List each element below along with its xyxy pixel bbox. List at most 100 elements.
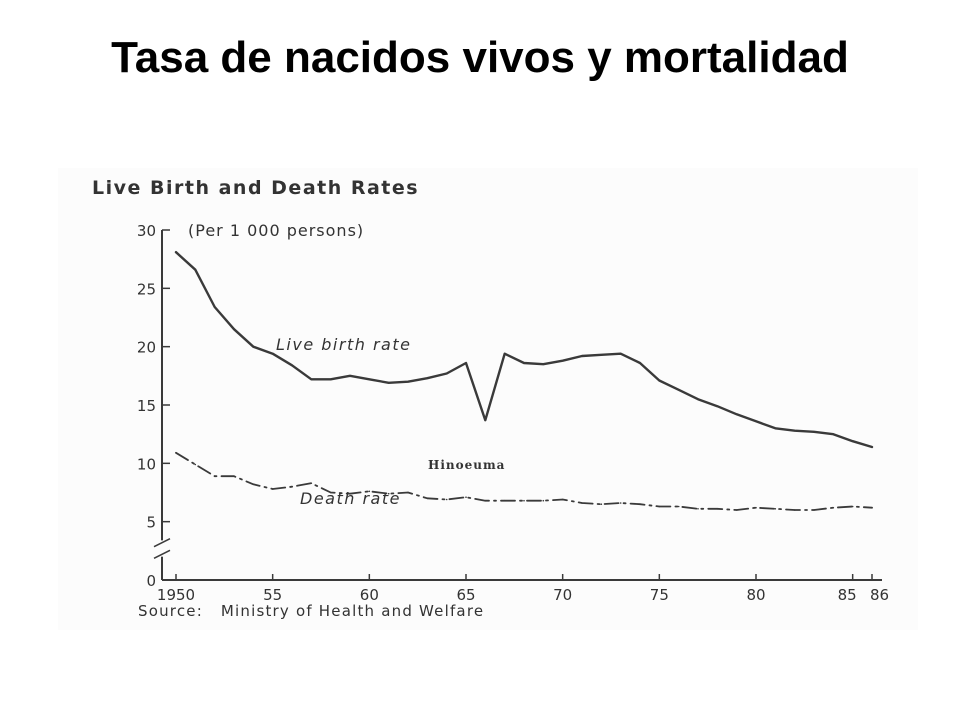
birth-rate-point: [871, 446, 873, 448]
x-tick-label: 65: [456, 586, 475, 604]
birth-rate-point: [716, 405, 719, 407]
x-tick-label: 80: [746, 586, 765, 604]
chart-source: Source: Ministry of Health and Welfare: [138, 602, 484, 620]
y-tick-label: 30: [137, 222, 156, 240]
chart-axes: [153, 230, 882, 581]
death-rate-point: [755, 506, 757, 509]
birth-rate-point: [581, 355, 583, 357]
slide-title: Tasa de nacidos vivos y mortalidad: [111, 33, 849, 82]
birth-rate-point: [735, 413, 738, 416]
birth-rate-point: [291, 364, 293, 367]
birth-rate-point: [310, 378, 313, 381]
line-chart: Live Birth and Death Rates (Per 1 000 pe…: [92, 177, 889, 620]
death-rate-point: [310, 482, 313, 485]
y-tick-label: 25: [137, 280, 156, 298]
x-tick-label: 60: [360, 586, 379, 604]
birth-rate-point: [387, 382, 390, 384]
birth-rate-point: [465, 362, 467, 364]
birth-rate-point: [503, 352, 506, 355]
death-rate-point: [194, 463, 197, 466]
death-rate-point: [774, 508, 777, 510]
birth-rate-point: [561, 359, 564, 362]
x-tick-label: 85: [838, 586, 857, 604]
death-rate-point: [407, 491, 409, 494]
death-rate-point: [697, 508, 699, 510]
death-rate-point: [581, 502, 583, 504]
birth-rate-point: [194, 268, 197, 271]
death-rate-point: [716, 508, 719, 510]
hinoeuma-annotation: Hinoeuma: [428, 458, 505, 472]
y-tick-label: 15: [137, 397, 156, 415]
death-rate-point: [465, 496, 467, 499]
birth-rate-point: [793, 429, 796, 432]
birth-rate-point: [329, 378, 332, 381]
death-rate-point: [445, 498, 448, 501]
death-rate-point: [619, 502, 622, 504]
birth-rate-point: [213, 306, 216, 308]
birth-rate-point: [697, 398, 699, 400]
death-rate-point: [793, 509, 796, 511]
death-rate-label: Death rate: [300, 489, 401, 508]
axis-break-mark: [153, 549, 171, 560]
death-rate-point: [271, 488, 274, 490]
birth-rate-point: [600, 354, 603, 356]
axis-break-mark: [153, 537, 171, 548]
birth-rate-point: [658, 379, 661, 382]
chart-subtitle: (Per 1 000 persons): [188, 221, 364, 240]
death-rate-point: [832, 506, 835, 509]
death-rate-point: [233, 475, 235, 478]
death-rate-point: [387, 492, 390, 495]
birth-rate-point: [426, 377, 429, 379]
birth-rate-point: [619, 352, 622, 355]
birth-rate-point: [445, 372, 448, 375]
birth-rate-point: [484, 419, 487, 421]
chart-image: Live Birth and Death Rates (Per 1 000 pe…: [58, 168, 918, 630]
birth-rate-point: [175, 251, 177, 253]
death-rate-point: [368, 490, 371, 493]
birth-rate-point: [271, 352, 274, 355]
death-rate-point: [484, 499, 487, 502]
birth-rate-point: [755, 420, 757, 423]
birth-rate-point: [523, 362, 525, 364]
birth-rate-point: [832, 433, 835, 436]
x-tick-label: 55: [263, 586, 282, 604]
birth-rate-point: [851, 440, 854, 443]
y-tick-label: 0: [146, 572, 156, 590]
death-rate-point: [523, 499, 525, 502]
death-rate-point: [813, 509, 815, 511]
x-tick-label: 1950: [157, 586, 195, 604]
death-rate-point: [252, 483, 255, 486]
chart-title: Live Birth and Death Rates: [92, 177, 419, 199]
birth-rate-point: [407, 380, 409, 383]
birth-rate-point: [233, 328, 235, 330]
death-rate-point: [503, 499, 506, 502]
x-tick-label: 75: [650, 586, 669, 604]
death-rate-point: [658, 505, 661, 508]
birth-rate-point: [349, 375, 351, 377]
birth-rate-point: [774, 427, 777, 430]
death-rate-point: [213, 475, 216, 478]
death-rate-point: [871, 506, 873, 509]
birth-rate-point: [813, 431, 815, 433]
birth-rate-point: [252, 345, 255, 348]
y-tick-label: 20: [137, 339, 156, 357]
death-rate-point: [291, 485, 293, 488]
chart-ticks: 0 5 10 15 20 25 30 1950 55 60 65 70 75 80 85 86: [137, 222, 889, 604]
death-rate-point: [600, 503, 603, 506]
death-rate-point: [542, 499, 545, 502]
death-rate-point: [677, 505, 680, 508]
y-tick-label: 5: [146, 514, 156, 532]
y-tick-label: 10: [137, 455, 156, 473]
birth-rate-label: Live birth rate: [276, 335, 411, 354]
x-tick-label: 70: [553, 586, 572, 604]
birth-rate-point: [368, 378, 371, 381]
death-rate-point: [561, 498, 564, 501]
birth-rate-point: [677, 389, 680, 391]
death-rate-point: [329, 491, 332, 494]
chart-series: [174, 250, 874, 511]
death-rate-point: [851, 505, 854, 508]
death-rate-point: [639, 503, 641, 506]
birth-rate-point: [639, 362, 641, 364]
birth-rate-point: [542, 363, 545, 365]
death-rate-point: [735, 509, 738, 511]
